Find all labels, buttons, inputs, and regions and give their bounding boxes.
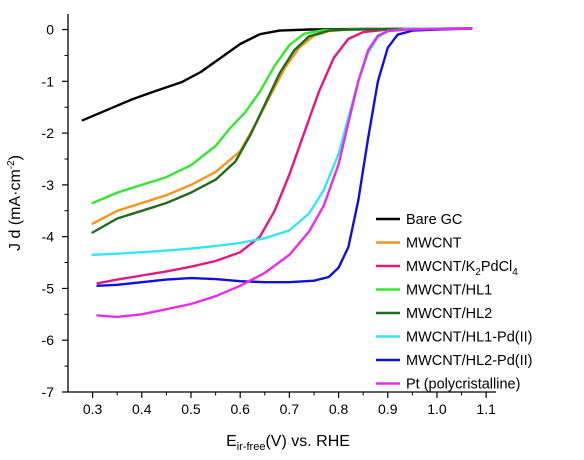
legend: Bare GC MWCNT MWCNT/K2PdCl4 MWCNT/HL1 MWCNT/… <box>376 212 532 393</box>
y-tick-label: -7 <box>42 384 55 400</box>
x-tick-label: 0.5 <box>181 401 201 417</box>
legend-label-3: MWCNT/HL1 <box>406 283 492 299</box>
legend-label-2: MWCNT/K2PdCl4 <box>406 259 518 278</box>
y-tick-label: -5 <box>42 280 55 296</box>
axis-titles: Eir-free(V) vs. RHE J d (mA·cm-2) <box>6 155 350 453</box>
x-tick-label: 0.6 <box>230 401 250 417</box>
x-tick-label: 1.1 <box>476 401 496 417</box>
legend-label-6: MWCNT/HL2-Pd(II) <box>406 353 532 369</box>
x-tick-label: 0.7 <box>280 401 300 417</box>
y-axis-title: J d (mA·cm-2) <box>6 155 24 251</box>
legend-label-1: MWCNT <box>406 236 462 252</box>
axes-layer: 0.3 0.4 0.5 0.6 0.7 0.8 0.9 1.0 1.1 0 -1 -2 -3 -4 -5 -6… <box>42 14 496 417</box>
legend-label-4: MWCNT/HL2 <box>406 306 492 322</box>
x-tick-label: 0.3 <box>83 401 103 417</box>
y-tick-label: -2 <box>42 125 55 141</box>
series-line-3 <box>91 27 473 205</box>
series-layer <box>81 27 473 319</box>
series-line-2 <box>96 27 473 285</box>
legend-label-7: Pt (polycristalline) <box>406 377 520 393</box>
x-tick-label: 0.8 <box>329 401 349 417</box>
series-line-6 <box>96 27 473 287</box>
x-tick-label: 0.4 <box>132 401 152 417</box>
y-tick-label: -1 <box>42 73 55 89</box>
x-tick-label: 1.0 <box>427 401 447 417</box>
series-line-0 <box>81 27 473 122</box>
series-line-7 <box>96 27 473 319</box>
y-tick-label: -4 <box>42 229 55 245</box>
y-tick-label: 0 <box>46 22 54 38</box>
y-tick-label: -3 <box>42 177 55 193</box>
legend-label-0: Bare GC <box>406 212 462 228</box>
series-line-4 <box>91 27 473 234</box>
legend-label-5: MWCNT/HL1-Pd(II) <box>406 330 532 346</box>
x-axis-title: Eir-free(V) vs. RHE <box>226 433 350 453</box>
x-tick-label: 0.9 <box>378 401 398 417</box>
y-tick-label: -6 <box>42 332 55 348</box>
